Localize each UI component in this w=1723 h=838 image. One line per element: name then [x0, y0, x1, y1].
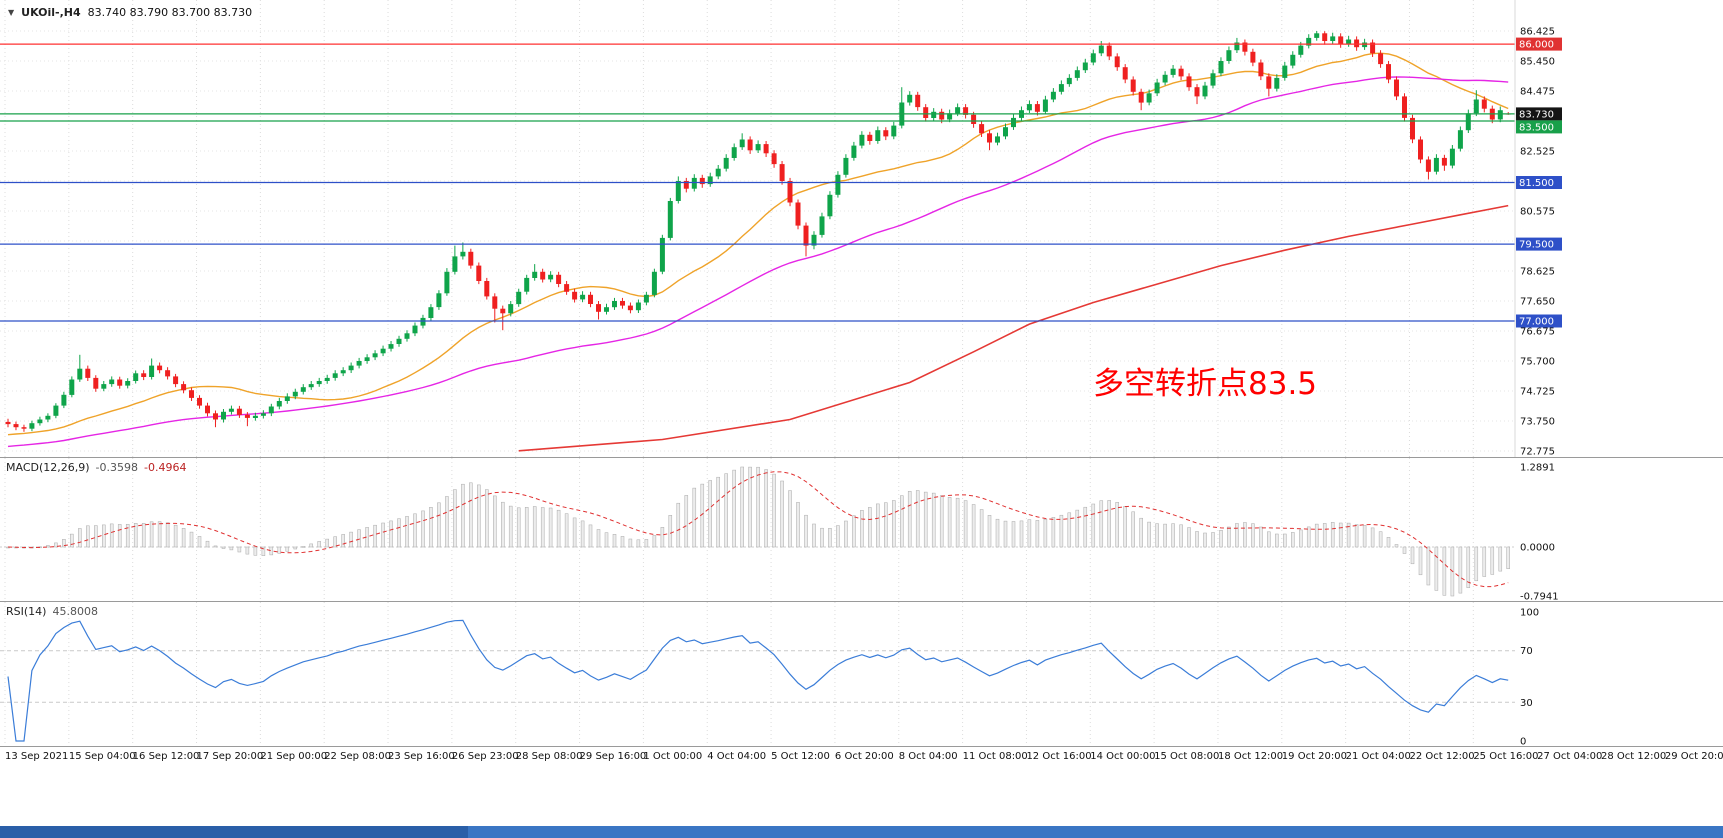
time-label: 21 Sep 00:00 [260, 751, 328, 762]
time-label: 26 Sep 23:00 [451, 751, 519, 762]
time-label: 29 Sep 16:00 [579, 751, 647, 762]
macd-name: MACD(12,26,9) [6, 461, 90, 474]
time-label: 19 Oct 20:00 [1281, 751, 1347, 762]
symbol-period-label: UKOil-,H4 [21, 6, 81, 19]
price-axis[interactable]: 86.425 85.450 84.475 82.525 80.575 78.625 77.6… [1520, 27, 1555, 458]
macd-axis-label: -0.7941 [1520, 592, 1559, 602]
svg-text:76.675: 76.675 [1520, 327, 1555, 338]
svg-text:83.730: 83.730 [1519, 109, 1554, 120]
svg-text:74.725: 74.725 [1520, 387, 1555, 398]
price-level-badge [1516, 176, 1562, 189]
candles[interactable] [5, 31, 1511, 432]
price-level-badge [1516, 107, 1562, 121]
ohlc-readout: 83.740 83.790 83.700 83.730 [87, 6, 253, 19]
time-label: 29 Oct 20:00 [1664, 751, 1723, 762]
svg-text:73.750: 73.750 [1520, 417, 1555, 428]
time-label: 17 Sep 20:00 [196, 751, 264, 762]
time-label: 12 Oct 16:00 [1026, 751, 1092, 762]
svg-text:80.575: 80.575 [1520, 207, 1555, 218]
time-label: 11 Oct 08:00 [962, 751, 1028, 762]
time-label: 23 Sep 16:00 [388, 751, 455, 762]
time-label: 15 Oct 08:00 [1154, 751, 1220, 762]
price-level-badge [1516, 37, 1562, 51]
time-label: 1 Oct 00:00 [643, 751, 703, 762]
time-axis[interactable]: 13 Sep 2021 15 Sep 04:00 16 Sep 12:00 17 Se… [0, 749, 1723, 767]
chart-header: ▼ UKOil-,H4 83.740 83.790 83.700 83.730 [8, 6, 252, 19]
svg-text:75.700: 75.700 [1520, 357, 1555, 368]
svg-text:86.425: 86.425 [1520, 27, 1555, 38]
time-label: 16 Sep 12:00 [132, 751, 200, 762]
rsi-axis-label: 30 [1520, 698, 1533, 709]
svg-text:86.000: 86.000 [1519, 40, 1554, 51]
time-label: 27 Oct 04:00 [1537, 751, 1603, 762]
time-label: 14 Oct 00:00 [1090, 751, 1156, 762]
time-label: 22 Sep 08:00 [324, 751, 391, 762]
rsi-label: RSI(14) 45.8008 [6, 605, 98, 618]
rsi-name: RSI(14) [6, 605, 47, 618]
svg-text:78.625: 78.625 [1520, 267, 1555, 278]
rsi-value: 45.8008 [52, 605, 98, 618]
svg-text:83.500: 83.500 [1519, 122, 1554, 133]
time-label: 28 Sep 08:00 [515, 751, 583, 762]
panel-separator-timeaxis [0, 746, 1723, 747]
svg-text:72.775: 72.775 [1520, 447, 1555, 458]
macd-signal-line [7, 471, 1509, 588]
rsi-axis-label: 0 [1520, 737, 1526, 747]
chart-annotation-text: 多空转折点83.5 [1093, 366, 1318, 402]
macd-axis-label: 1.2891 [1520, 463, 1555, 474]
price-level-badge [1516, 237, 1562, 251]
panel-separator-rsi[interactable] [0, 601, 1723, 602]
rsi-panel[interactable]: 100 70 30 0 [0, 602, 1723, 746]
horizontal-levels[interactable]: 86.000 83.730 83.500 81.500 79.500 77.000 [0, 37, 1562, 328]
time-label: 4 Oct 04:00 [707, 751, 767, 762]
ma-slow-line [518, 204, 1509, 452]
symbol-marker-icon: ▼ [8, 8, 15, 17]
svg-text:82.525: 82.525 [1520, 147, 1555, 158]
rsi-axis-label: 70 [1520, 646, 1533, 657]
main-chart-panel[interactable]: 86.00083.73083.50081.50079.50077.00086.4… [0, 0, 1723, 457]
time-label: 25 Oct 16:00 [1473, 751, 1539, 762]
scrollbar-thumb[interactable] [0, 826, 468, 838]
macd-histogram [6, 466, 1510, 597]
svg-text:81.500: 81.500 [1519, 178, 1554, 189]
panel-separator-macd[interactable] [0, 457, 1723, 458]
price-level-badge [1516, 120, 1562, 134]
time-label: 6 Oct 20:00 [834, 751, 894, 762]
time-label: 15 Sep 04:00 [68, 751, 136, 762]
ma-fast-line [7, 52, 1509, 436]
time-label: 28 Oct 12:00 [1601, 751, 1667, 762]
time-label: 5 Oct 12:00 [771, 751, 830, 762]
svg-text:77.000: 77.000 [1519, 317, 1554, 328]
rsi-line [7, 619, 1509, 742]
svg-text:77.650: 77.650 [1520, 297, 1555, 308]
svg-text:79.500: 79.500 [1519, 240, 1554, 251]
time-label: 21 Oct 04:00 [1345, 751, 1411, 762]
time-label: 13 Sep 2021 [5, 751, 69, 762]
time-label: 18 Oct 12:00 [1217, 751, 1284, 762]
macd-value-signal: -0.4964 [144, 461, 187, 474]
svg-text:84.475: 84.475 [1520, 87, 1555, 98]
price-level-badge [1516, 314, 1562, 328]
time-label: 22 Oct 12:00 [1409, 751, 1475, 762]
time-label: 8 Oct 04:00 [898, 751, 958, 762]
macd-value-main: -0.3598 [95, 461, 139, 474]
macd-label: MACD(12,26,9) -0.3598 -0.4964 [6, 461, 186, 474]
horizontal-scrollbar[interactable] [0, 826, 1723, 838]
macd-panel[interactable]: 1.2891 0.0000 -0.7941 [0, 458, 1723, 601]
rsi-axis-label: 100 [1520, 608, 1539, 619]
svg-text:85.450: 85.450 [1520, 57, 1555, 68]
ma-mid-line [7, 76, 1509, 448]
macd-axis-label: 0.0000 [1520, 543, 1555, 554]
